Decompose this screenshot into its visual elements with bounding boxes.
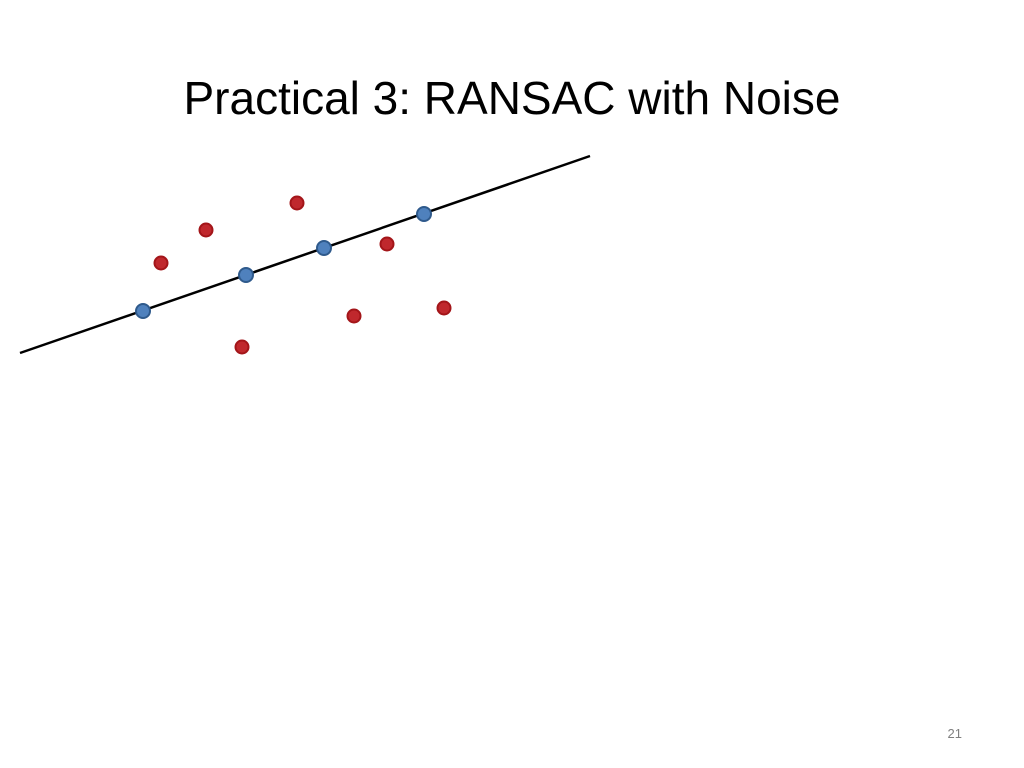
page-number: 21	[948, 726, 962, 741]
outlier-point	[153, 255, 169, 271]
fitted-line	[19, 154, 591, 355]
outlier-point	[198, 222, 214, 238]
outlier-point	[346, 308, 362, 324]
outlier-point	[436, 300, 452, 316]
inlier-point	[416, 206, 432, 222]
inlier-point	[238, 267, 254, 283]
inlier-point	[135, 303, 151, 319]
outlier-point	[234, 339, 250, 355]
outlier-point	[379, 236, 395, 252]
inliers	[135, 206, 432, 319]
outlier-point	[289, 195, 305, 211]
outliers	[153, 195, 452, 355]
inlier-point	[316, 240, 332, 256]
slide-title: Practical 3: RANSAC with Noise	[184, 72, 841, 124]
